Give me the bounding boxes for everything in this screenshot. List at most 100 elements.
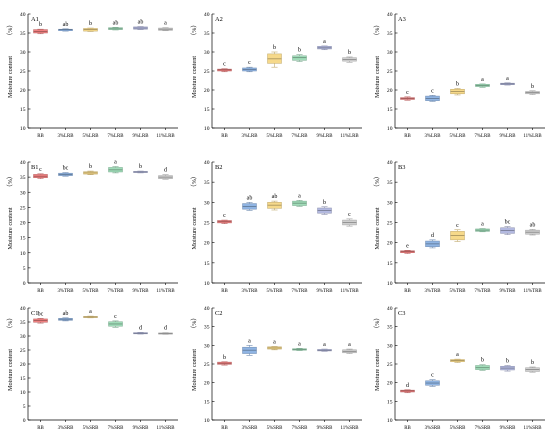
significance-letter: c [456,223,459,229]
significance-letter: a [298,341,301,347]
significance-letter: bc [38,311,44,317]
box-3%LRB: ab [58,22,73,32]
box-RB: d [400,383,415,394]
y-axis-title: Moisture content （%） [7,314,14,391]
y-tick-label: 20 [20,362,26,368]
x-tick-label: 3%SRB [58,426,75,431]
y-axis-unit: （%） [374,173,381,191]
y-tick-label: 10 [204,281,210,287]
significance-letter: c [431,88,434,94]
y-axis-title: Moisture content （%） [374,173,381,250]
x-tick-label: 11%LRB [523,134,542,139]
x-tick-label: RB [221,289,228,294]
x-tick-label: 9%LRB [499,134,516,139]
box-11%SRB: d [158,326,173,335]
box-body [58,28,73,31]
box-RB: c [217,213,232,225]
panel-b2: B2 Moisture content （%） 10 15 20 25 30 35 40 RB 3%T… [191,160,362,294]
y-tick-label: 0 [23,418,26,424]
significance-letter: a [89,309,92,315]
box-5%SRB: a [450,352,465,363]
significance-letter: c [223,62,226,68]
x-tick-label: 5%TRB [266,289,283,294]
y-axis-unit: （%） [191,314,198,332]
y-tick-label: 15 [387,399,393,405]
panel-a3: A3 Moisture content （%） 10 15 20 25 30 35 40 RB 3%L… [374,12,545,139]
box-9%LRB: a [500,76,515,86]
y-tick-label: 25 [20,348,26,354]
y-axis-unit: （%） [7,173,14,191]
y-tick-label: 30 [20,190,26,196]
y-axis-title: Moisture content （%） [191,21,198,98]
y-tick-label: 20 [204,381,210,387]
y-axis-label: Moisture content [374,56,381,98]
box-5%LRB: b [83,21,98,32]
box-9%TRB: bc [500,220,515,235]
y-axis-label: Moisture content [7,56,14,98]
x-tick-label: 7%LRB [291,134,308,139]
x-tick-label: RB [37,426,44,431]
significance-letter: a [323,342,326,348]
y-tick-label: 30 [204,343,210,349]
significance-letter: d [431,233,434,239]
panel-label: C3 [398,310,405,317]
y-tick-label: 35 [387,325,393,331]
box-7%TRB: a [292,193,307,207]
box-3%SRB: ab [58,311,73,322]
x-tick-label: 5%LRB [449,134,466,139]
significance-letter: ab [63,22,69,28]
y-tick-label: 25 [204,221,210,227]
box-5%TRB: ab [267,194,282,211]
significance-letter: b [323,200,326,206]
x-tick-label: 11%SRB [156,426,175,431]
x-tick-label: 5%LRB [266,134,283,139]
x-tick-label: 5%TRB [449,289,466,294]
x-tick-label: 3%SRB [242,426,259,431]
y-axis-title: Moisture content （%） [374,21,381,98]
significance-letter: ab [63,311,69,317]
y-tick-label: 0 [23,281,26,287]
y-tick-label: 40 [20,12,26,18]
y-axis-label: Moisture content [7,207,14,249]
x-tick-label: 3%TRB [424,289,441,294]
panel-label: C1 [31,310,38,317]
x-tick-label: 9%SRB [500,426,517,431]
box-3%LRB: c [242,60,257,73]
significance-letter: a [273,339,276,345]
box-11%LRB: b [342,50,357,63]
x-tick-label: RB [37,134,44,139]
x-tick-label: 5%SRB [450,426,467,431]
panel-a2: A2 Moisture content （%） 10 15 20 25 30 35 40 RB 3%L… [191,12,362,139]
y-tick-label: 35 [20,31,26,37]
x-tick-label: 9%TRB [499,289,516,294]
box-9%SRB: d [133,325,148,335]
y-tick-label: 15 [20,236,26,242]
y-tick-label: 25 [20,69,26,75]
significance-letter: a [456,352,459,358]
y-tick-label: 15 [387,261,393,267]
y-tick-label: 30 [20,50,26,56]
y-tick-label: 20 [20,88,26,94]
x-tick-label: 3%SRB [425,426,442,431]
significance-letter: a [114,160,117,166]
panel-label: B2 [215,164,222,171]
significance-letter: b [531,360,534,366]
panel-c2: C2 Moisture content （%） 10 15 20 25 30 35 40 RB 3%S… [191,306,362,431]
y-tick-label: 35 [20,320,26,326]
significance-letter: c [114,314,117,320]
y-axis-label: Moisture content [7,349,14,391]
x-tick-label: 9%LRB [132,134,149,139]
y-tick-label: 30 [20,334,26,340]
y-tick-label: 15 [387,107,393,113]
box-3%LRB: c [425,88,440,102]
box-9%LRB: a [317,39,332,51]
significance-letter: a [481,222,484,228]
significance-letter: a [248,338,251,344]
box-7%LRB: ab [108,20,123,31]
x-tick-label: RB [404,134,411,139]
significance-letter: d [406,383,409,389]
y-tick-label: 25 [387,69,393,75]
box-11%TRB: ab [525,222,540,236]
x-tick-label: 3%TRB [57,289,74,294]
